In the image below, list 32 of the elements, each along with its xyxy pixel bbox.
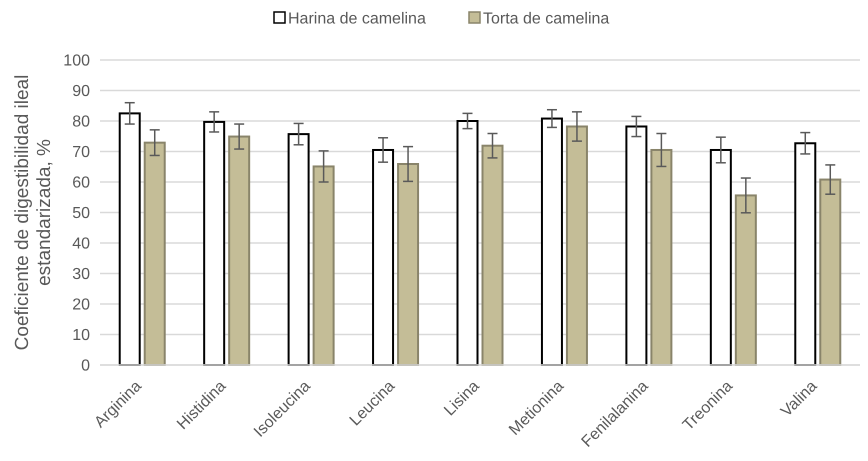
bar [144,142,166,366]
bar [288,133,310,366]
bar [228,136,250,366]
bar [118,112,141,366]
bar [203,120,226,366]
y-tick-label: 80 [72,114,90,131]
y-tick-label: 90 [72,83,90,100]
bar [710,148,732,366]
y-tick-label: 0 [81,358,90,375]
bar [482,144,504,366]
bar [566,125,588,366]
bar [734,194,757,366]
bar [625,125,648,366]
bar [372,148,394,366]
y-tick-label: 40 [72,236,90,253]
legend-label: Harina de camelina [288,10,426,28]
y-tick-label: 30 [72,266,90,284]
y-tick-label: 70 [72,144,90,162]
bar [397,163,420,366]
bar [650,148,672,366]
y-tick-label: 10 [72,327,90,344]
legend-label: Torta de camelina [483,10,610,28]
y-tick-label: 60 [72,174,90,192]
bar [312,165,335,366]
y-tick-label: 100 [63,52,90,70]
y-tick-label: 20 [72,296,90,314]
bar [819,178,842,366]
bar [794,142,816,366]
bar [456,120,478,366]
y-tick-label: 50 [72,205,90,222]
y-axis-title: Coeficiente de digestibilidad ileal estandarizada, % [12,74,55,350]
bar [540,118,563,366]
